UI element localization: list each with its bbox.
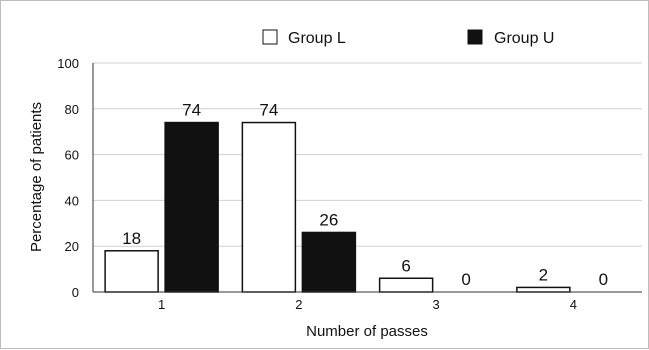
data-label: 0: [599, 270, 608, 289]
x-axis-title: Number of passes: [306, 323, 428, 340]
x-axis-ticks: 1 2 3 4: [158, 297, 577, 312]
y-tick-label: 80: [65, 102, 79, 117]
y-tick-label: 40: [65, 193, 79, 208]
data-label: 0: [461, 270, 470, 289]
y-axis-ticks: 0 20 40 60 80 100: [57, 56, 79, 300]
data-label: 26: [319, 210, 338, 229]
legend-label-group-u: Group U: [494, 30, 554, 47]
legend-label-group-l: Group L: [288, 30, 346, 47]
y-tick-label: 20: [65, 239, 79, 254]
data-label: 74: [182, 101, 201, 120]
data-label: 18: [122, 229, 141, 248]
x-tick-label: 1: [158, 297, 165, 312]
data-labels: 18 74 74 26 6 0 2 0: [122, 101, 608, 289]
bar-group-l-2: [241, 121, 297, 293]
x-tick-label: 2: [295, 297, 302, 312]
bar-group-u-1: [164, 121, 219, 293]
y-tick-label: 100: [57, 56, 79, 71]
bar-group-l-1: [104, 250, 159, 293]
data-label: 74: [259, 101, 278, 120]
y-tick-label: 60: [65, 148, 79, 163]
legend-swatch-group-l: [262, 29, 278, 45]
legend: Group L Group U: [262, 29, 554, 47]
data-label: 2: [539, 265, 548, 284]
y-axis-title: Percentage of patients: [28, 102, 45, 252]
x-tick-label: 3: [433, 297, 440, 312]
x-tick-label: 4: [570, 297, 577, 312]
data-label: 6: [401, 256, 410, 275]
bars: [104, 121, 571, 293]
bar-group-l-3: [378, 277, 434, 293]
legend-swatch-group-u: [467, 29, 483, 45]
bar-group-l-4: [516, 286, 571, 293]
y-tick-label: 0: [72, 285, 79, 300]
bar-group-u-2: [301, 231, 357, 293]
